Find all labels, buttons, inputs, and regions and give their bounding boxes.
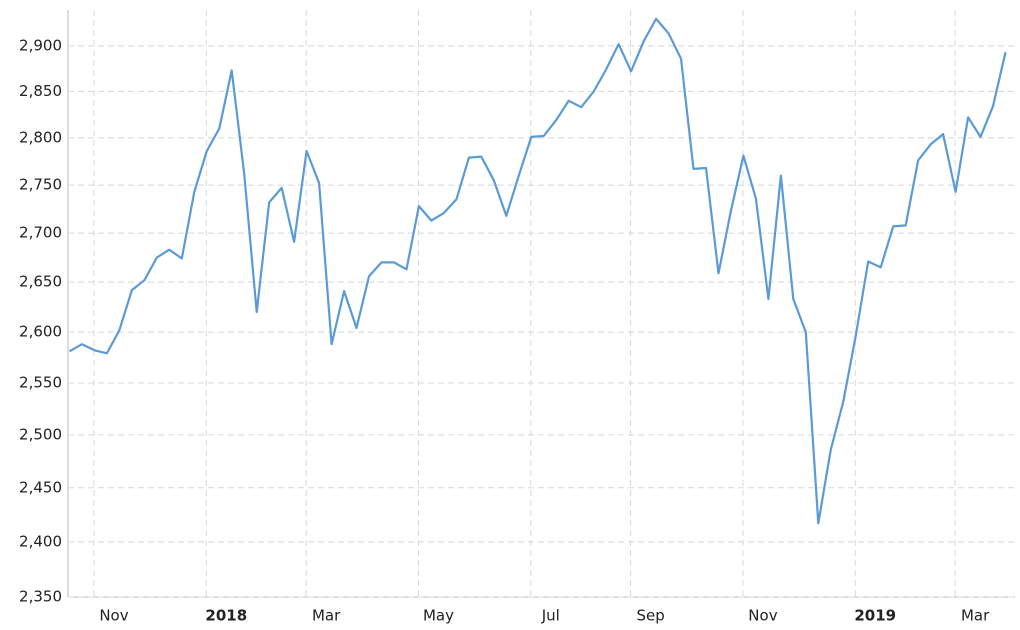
y-tick-label: 2,350 [19,588,62,606]
x-tick-label: Mar [312,607,341,625]
data-line [68,17,1007,525]
x-tick-label: Nov [748,607,777,625]
y-tick-label: 2,600 [19,323,62,341]
y-tick-label: 2,850 [19,82,62,100]
y-tick-label: 2,550 [19,373,62,391]
x-tick-label: Sep [636,607,664,625]
y-tick-label: 2,900 [19,36,62,54]
y-tick-label: 2,700 [19,224,62,242]
y-tick-label: 2,750 [19,176,62,194]
x-tick-label: Nov [99,607,128,625]
y-tick-label: 2,500 [19,425,62,443]
x-tick-label: May [423,607,454,625]
x-tick-label: Mar [961,607,990,625]
x-tick-label: Jul [541,607,560,625]
x-tick-label: 2019 [854,607,896,625]
y-tick-label: 2,800 [19,128,62,146]
y-tick-label: 2,450 [19,478,62,496]
y-tick-label: 2,400 [19,532,62,550]
x-tick-label: 2018 [205,607,247,625]
y-tick-label: 2,650 [19,273,62,291]
